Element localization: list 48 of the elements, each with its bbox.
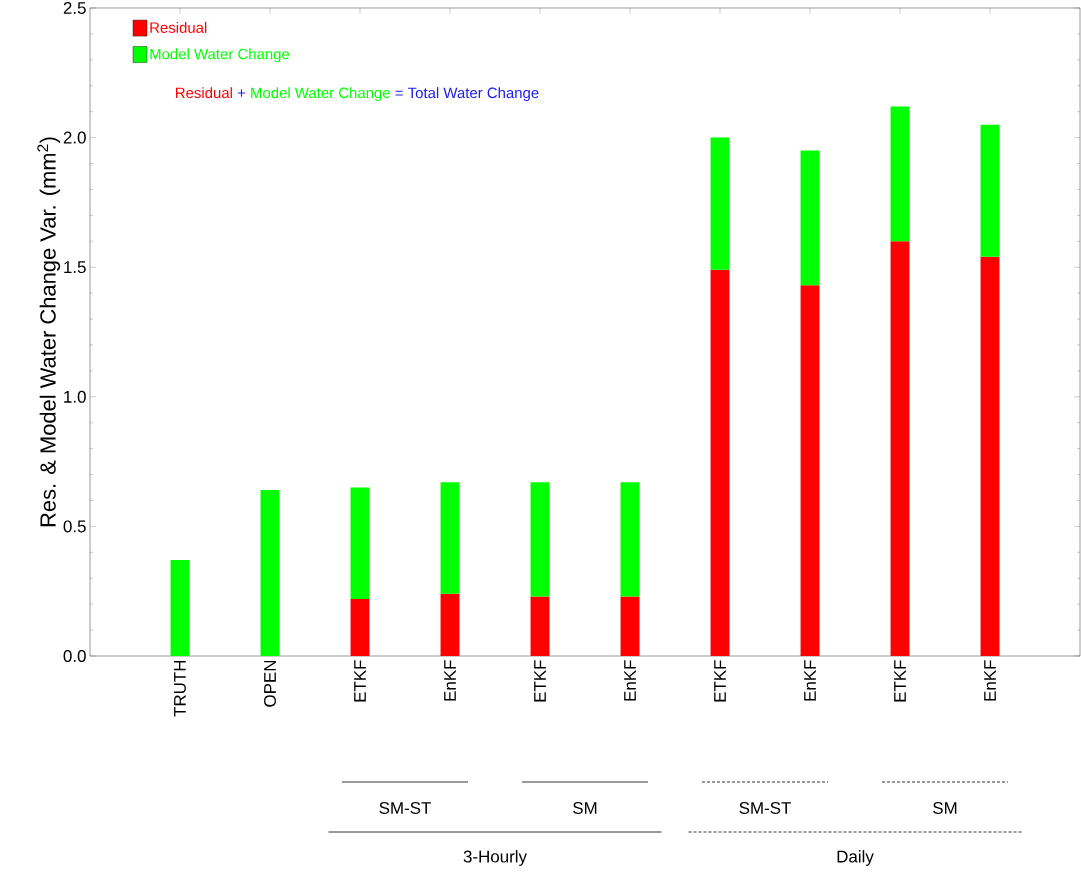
- y-axis-title: Res. & Model Water Change Var. (mm$^{2}$): [37, 137, 61, 527]
- bar: [530, 596, 550, 656]
- text: SM: [573, 802, 597, 814]
- y-tick-label: 2.5: [63, 1, 86, 14]
- bar: [980, 256, 1000, 656]
- bar: [530, 482, 550, 597]
- y-tick-label: 1.5: [64, 261, 86, 274]
- bar: [710, 137, 730, 270]
- text: 3-Hourly: [463, 850, 527, 866]
- bar: [890, 241, 910, 656]
- legend-label: Model Water Change: [150, 48, 290, 63]
- bar: [620, 482, 640, 597]
- x-tick-label: EnKF: [444, 660, 456, 701]
- text: SM-ST: [379, 802, 431, 814]
- text: Model Water Change: [251, 87, 390, 102]
- bar: [890, 106, 910, 242]
- x-tick-label: ETKF: [714, 660, 726, 702]
- annotation: =: [395, 90, 403, 96]
- bar: [440, 482, 460, 594]
- bar: [800, 285, 820, 656]
- bar: [170, 560, 190, 656]
- x-tick-label: EnKF: [624, 660, 636, 701]
- y-tick-label: 0.0: [63, 650, 86, 662]
- bar: [800, 150, 820, 286]
- x-tick-label: EnKF: [984, 660, 996, 701]
- x-tick-label: EnKF: [804, 660, 816, 701]
- text: Daily: [837, 850, 874, 866]
- bar: [350, 598, 370, 656]
- legend-label: Residual: [150, 21, 207, 33]
- x-tick-label: OPEN: [264, 660, 276, 707]
- bar: [620, 596, 640, 656]
- bar: [980, 124, 1000, 257]
- x-tick-label: ETKF: [354, 660, 366, 702]
- text: SM: [933, 802, 957, 814]
- x-tick-label: ETKF: [894, 660, 906, 702]
- annotation: Total Water Change: [407, 87, 539, 102]
- bar: [440, 593, 460, 656]
- x-tick-label: TRUTH: [174, 660, 186, 717]
- y-tick-label: 1.0: [64, 390, 86, 403]
- text: SM-ST: [739, 802, 791, 814]
- bar: [350, 487, 370, 599]
- bar: [710, 269, 730, 656]
- text: Residual: [176, 87, 232, 99]
- x-tick-label: ETKF: [534, 660, 546, 702]
- y-tick-label: 2.0: [63, 131, 86, 144]
- bar: [260, 490, 280, 656]
- annotation: +: [237, 89, 246, 97]
- y-tick-label: 0.5: [63, 520, 86, 533]
